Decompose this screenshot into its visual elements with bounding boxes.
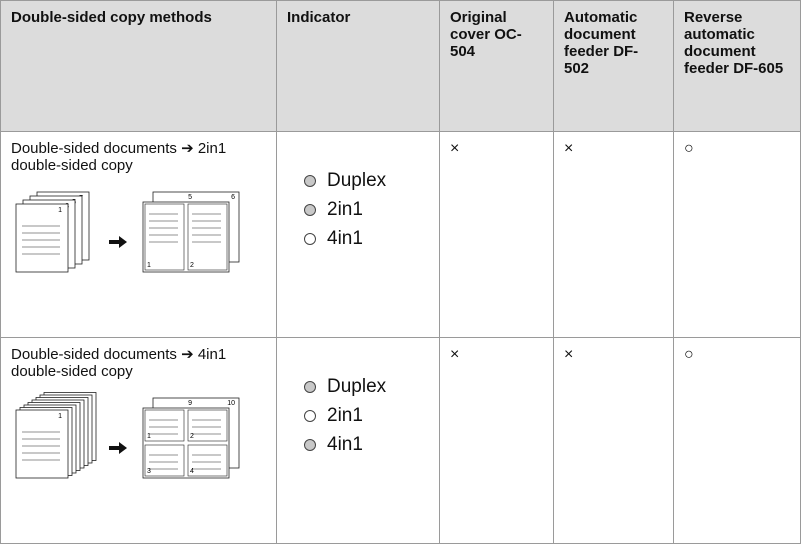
indicator: 2in1: [303, 195, 429, 224]
header-cell: Original cover OC-504: [439, 0, 554, 132]
sub-page: [187, 409, 228, 442]
lamp: [304, 438, 316, 451]
indicator-lamp: [304, 203, 316, 216]
method-cell: Double-sided documents ➔ 2in1 double-sid…: [0, 131, 277, 338]
indicator-lamp: [304, 232, 316, 245]
lamp: [304, 380, 316, 393]
availability-mark: ○: [684, 140, 694, 157]
sub-page: [144, 409, 185, 442]
sub-page: [187, 444, 228, 477]
header-cell: Reverse automatic document feeder DF-605: [673, 0, 801, 132]
page-number: 2: [190, 262, 194, 269]
method-cell: Double-sided documents ➔ 4in1 double-sid…: [0, 337, 277, 544]
table-row: Double-sided documents ➔ 2in1 double-sid…: [0, 131, 801, 338]
page-number: 1: [58, 413, 62, 420]
availability-cell: ×: [553, 131, 674, 338]
header-cell: Indicator: [276, 0, 440, 132]
arrow: [109, 236, 127, 248]
page: [142, 201, 230, 273]
header-cell: Double-sided copy methods: [0, 0, 277, 132]
method-text: Double-sided documents ➔ 2in1 double-sid…: [11, 140, 227, 174]
header-row: Double-sided copy methods Indicator Origin…: [0, 0, 801, 132]
indicator: 4in1: [303, 224, 429, 253]
page-number: 6: [231, 194, 235, 201]
indicator-label: Duplex: [327, 376, 387, 397]
table-row: Double-sided documents ➔ 4in1 double-sid…: [0, 337, 801, 544]
indicator-lamp: [304, 380, 316, 393]
availability-cell: ○: [673, 131, 801, 338]
page-number: 4: [190, 468, 194, 475]
lamp: [304, 232, 316, 245]
availability-mark: ×: [564, 346, 574, 363]
page-number: 1: [147, 262, 151, 269]
page-number: 10: [227, 400, 235, 407]
page-number: 9: [188, 400, 192, 407]
sub-page: [144, 203, 185, 271]
lamp: [304, 174, 316, 187]
header-cell: Automatic document feeder DF-502: [553, 0, 674, 132]
availability-mark: ×: [564, 140, 574, 157]
availability-cell: ×: [439, 131, 554, 338]
page-number: 5: [188, 194, 192, 201]
indicator: Duplex: [303, 166, 429, 195]
indicator: 2in1: [303, 401, 429, 430]
lamp: [304, 409, 316, 422]
page-number: 1: [147, 433, 151, 440]
indicator: 4in1: [303, 430, 429, 459]
indicator-lamp: [304, 438, 316, 451]
lamp: [304, 203, 316, 216]
indicator-label: 2in1: [327, 405, 363, 426]
indicator: Duplex: [303, 372, 429, 401]
page-number: 1: [58, 207, 62, 214]
availability-mark: ×: [450, 140, 460, 157]
indicator-lamp: [304, 409, 316, 422]
availability-mark: ×: [450, 346, 460, 363]
table-body: Double-sided documents ➔ 2in1 double-sid…: [0, 131, 801, 544]
method-text: Double-sided documents ➔ 4in1 double-sid…: [11, 346, 227, 380]
availability-cell: ○: [673, 337, 801, 544]
figure: 75315612: [15, 191, 240, 273]
indicator-cell: Duplex 2in1 4in1: [276, 131, 440, 338]
page-number: 3: [147, 468, 151, 475]
arrow: [109, 442, 127, 454]
availability-mark: ○: [684, 346, 694, 363]
indicator-label: 4in1: [327, 228, 363, 249]
page-number: 2: [190, 433, 194, 440]
indicator-cell: Duplex 2in1 4in1: [276, 337, 440, 544]
availability-cell: ×: [553, 337, 674, 544]
indicator-lamp: [304, 174, 316, 187]
sub-page: [144, 444, 185, 477]
page: [15, 409, 69, 479]
indicator-label: 2in1: [327, 199, 363, 220]
page: [15, 203, 69, 273]
availability-cell: ×: [439, 337, 554, 544]
indicator-label: Duplex: [327, 170, 387, 191]
figure: 1519101234: [15, 392, 240, 479]
page: [142, 407, 230, 479]
sub-page: [187, 203, 228, 271]
indicator-label: 4in1: [327, 434, 363, 455]
